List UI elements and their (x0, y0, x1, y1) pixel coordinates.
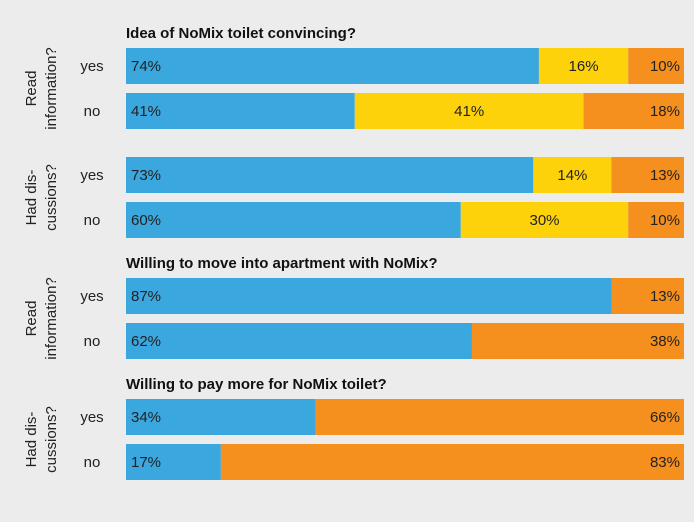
bar-segment (533, 157, 612, 193)
bar-segment (126, 93, 355, 129)
row-label: no (84, 454, 101, 471)
data-label: 60% (131, 212, 161, 229)
bar-segment (126, 323, 472, 359)
data-label: 38% (650, 333, 680, 350)
group-label-line: Read (23, 301, 40, 337)
row-label: yes (80, 288, 103, 305)
bar-segment (611, 157, 684, 193)
row-label: yes (80, 58, 103, 75)
data-label: 17% (131, 454, 161, 471)
data-label: 10% (650, 58, 680, 75)
row-label: no (84, 333, 101, 350)
bar-segment (126, 202, 461, 238)
bar-segment (628, 48, 684, 84)
bar-segment (126, 157, 534, 193)
bar-segment (126, 444, 221, 480)
row-label: no (84, 212, 101, 229)
chart-title: Willing to move into apartment with NoMi… (126, 255, 438, 272)
group-label-line: Read (23, 71, 40, 107)
group-label-line: cussions? (43, 164, 60, 231)
data-label: 34% (131, 409, 161, 426)
group-label: Read information? (23, 277, 60, 360)
bar-segment (354, 93, 584, 129)
data-label: 62% (131, 333, 161, 350)
group-label: Read information? (23, 47, 60, 130)
data-label: 13% (650, 288, 680, 305)
bar-segment (126, 399, 316, 435)
data-label: 16% (569, 58, 599, 75)
data-label: 74% (131, 58, 161, 75)
bar-segment (611, 278, 684, 314)
row-label: yes (80, 409, 103, 426)
chart-title: Willing to pay more for NoMix toilet? (126, 376, 387, 393)
data-label: 18% (650, 103, 680, 120)
group-label-line: information? (43, 47, 60, 130)
group-label: Had dis-cussions? (23, 406, 60, 473)
group-label: Had dis-cussions? (23, 164, 60, 231)
bar-segment (460, 202, 629, 238)
row-label: yes (80, 167, 103, 184)
data-label: 14% (557, 167, 587, 184)
bar-segment (126, 278, 612, 314)
bar-segment (315, 399, 684, 435)
group-label-line: Had dis- (23, 412, 40, 468)
data-label: 41% (454, 103, 484, 120)
data-label: 87% (131, 288, 161, 305)
data-label: 30% (529, 212, 559, 229)
group-label-line: information? (43, 277, 60, 360)
group-label-line: cussions? (43, 406, 60, 473)
data-label: 83% (650, 454, 680, 471)
group-label-line: Had dis- (23, 170, 40, 226)
bar-segment (220, 444, 685, 480)
data-label: 10% (650, 212, 680, 229)
row-label: no (84, 103, 101, 120)
chart-title: Idea of NoMix toilet convincing? (126, 25, 356, 42)
bar-segment (583, 93, 684, 129)
data-label: 13% (650, 167, 680, 184)
bar-segment (126, 48, 539, 84)
data-label: 41% (131, 103, 161, 120)
data-label: 66% (650, 409, 680, 426)
data-label: 73% (131, 167, 161, 184)
bar-segment (628, 202, 684, 238)
bar-segment (471, 323, 684, 359)
bar-segment (538, 48, 629, 84)
